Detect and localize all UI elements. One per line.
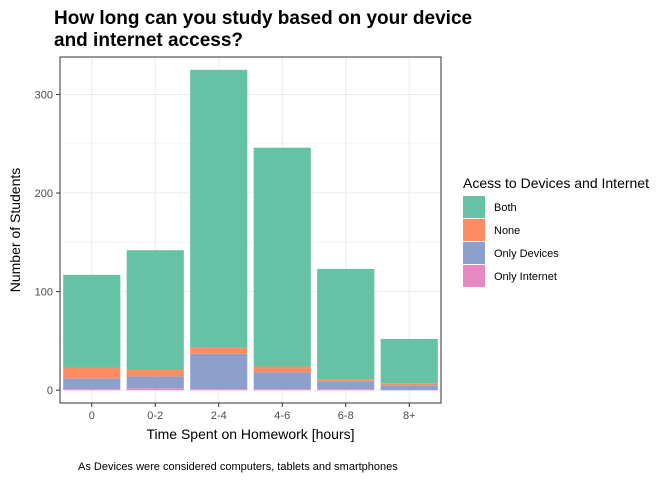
y-axis-title: Number of Students — [7, 168, 23, 293]
bars — [63, 69, 438, 391]
y-tick-label: 200 — [35, 188, 53, 200]
bar-segment — [126, 376, 184, 389]
bar-segment — [317, 389, 375, 391]
y-axis: 0 100 200 300 — [35, 89, 60, 397]
bar-segment — [253, 366, 311, 373]
bar-segment — [63, 378, 121, 390]
bar-segment — [126, 388, 184, 391]
legend-label: Both — [494, 202, 517, 214]
plot-border — [59, 56, 442, 404]
bar-segment — [253, 372, 311, 390]
bar-segment — [317, 379, 375, 382]
y-tick-label: 0 — [47, 385, 53, 397]
x-tick-label: 0 — [89, 410, 95, 422]
plot-panel — [60, 57, 441, 403]
x-axis: 0 0-2 2-4 4-6 6-8 8+ — [89, 403, 416, 422]
x-axis-title: Time Spent on Homework [hours] — [146, 426, 354, 442]
caption: As Devices were considered computers, ta… — [78, 461, 398, 473]
bar-segment — [253, 147, 311, 367]
y-tick-label: 100 — [35, 287, 53, 299]
bar-segment — [317, 268, 375, 380]
x-tick-label: 4-6 — [274, 410, 290, 422]
x-tick-label: 2-4 — [211, 410, 227, 422]
y-tick-label: 300 — [35, 89, 53, 101]
bar-segment — [63, 367, 121, 379]
bar-segment — [253, 389, 311, 391]
legend: Acess to Devices and Internet Both None On… — [463, 175, 649, 287]
bar-segment — [190, 389, 248, 391]
bar-segment — [63, 389, 121, 391]
legend-swatch — [463, 242, 485, 264]
x-tick-label: 6-8 — [338, 410, 354, 422]
legend-label: None — [494, 225, 520, 237]
x-tick-label: 8+ — [403, 410, 416, 422]
legend-swatch — [463, 219, 485, 241]
bar-segment — [380, 383, 438, 386]
bar-segment — [190, 69, 248, 348]
bar-segment — [380, 385, 438, 391]
bar-segment — [317, 381, 375, 390]
legend-label: Only Devices — [494, 248, 559, 260]
legend-swatch — [463, 196, 485, 218]
legend-title: Acess to Devices and Internet — [463, 175, 649, 191]
bar-segment — [63, 274, 121, 368]
chart-title: How long can you study based on your dev… — [54, 8, 472, 51]
bar-segment — [380, 338, 438, 384]
bar-segment — [190, 347, 248, 354]
chart-title-line: and internet access? — [54, 30, 243, 51]
x-tick-label: 0-2 — [147, 410, 163, 422]
bar-segment — [126, 369, 184, 377]
bar-segment — [126, 250, 184, 370]
legend-swatch — [463, 265, 485, 287]
bar-segment — [190, 353, 248, 390]
legend-label: Only Internet — [494, 271, 557, 283]
chart-title-line: How long can you study based on your dev… — [54, 8, 472, 29]
